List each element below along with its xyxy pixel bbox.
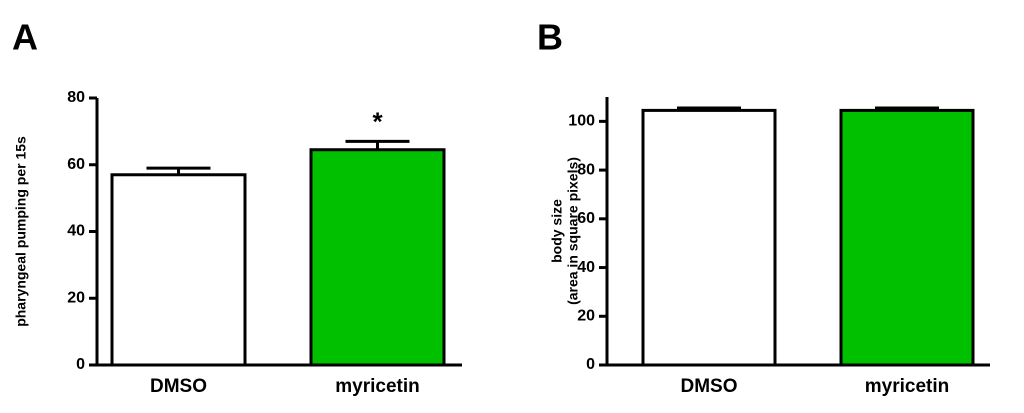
panel-label: B <box>537 17 563 58</box>
panel-label: A <box>12 17 38 58</box>
y-tick-label: 60 <box>577 210 595 227</box>
y-tick-label: 40 <box>67 223 85 240</box>
x-tick-label: myricetin <box>865 376 949 397</box>
y-tick-label: 40 <box>577 259 595 276</box>
bar <box>641 108 777 367</box>
x-tick-label: DMSO <box>681 376 738 397</box>
y-tick-label: 80 <box>67 89 85 106</box>
x-tick-label: myricetin <box>335 376 419 397</box>
y-tick-label: 0 <box>586 356 595 373</box>
bar <box>309 148 446 367</box>
y-axis-label: body size <box>549 199 565 263</box>
bar <box>110 173 247 367</box>
y-axis-label: pharyngeal pumping per 15s <box>13 136 29 327</box>
y-tick-label: 60 <box>67 156 85 173</box>
y-tick-label: 100 <box>568 113 595 130</box>
annotation: * <box>372 106 383 136</box>
y-axis-label: (area in square pixels) <box>565 157 581 305</box>
y-tick-label: 20 <box>577 307 595 324</box>
bar <box>839 108 975 367</box>
y-tick-label: 80 <box>577 161 595 178</box>
x-tick-label: DMSO <box>150 376 207 397</box>
y-tick-label: 0 <box>76 356 85 373</box>
y-tick-label: 20 <box>67 289 85 306</box>
